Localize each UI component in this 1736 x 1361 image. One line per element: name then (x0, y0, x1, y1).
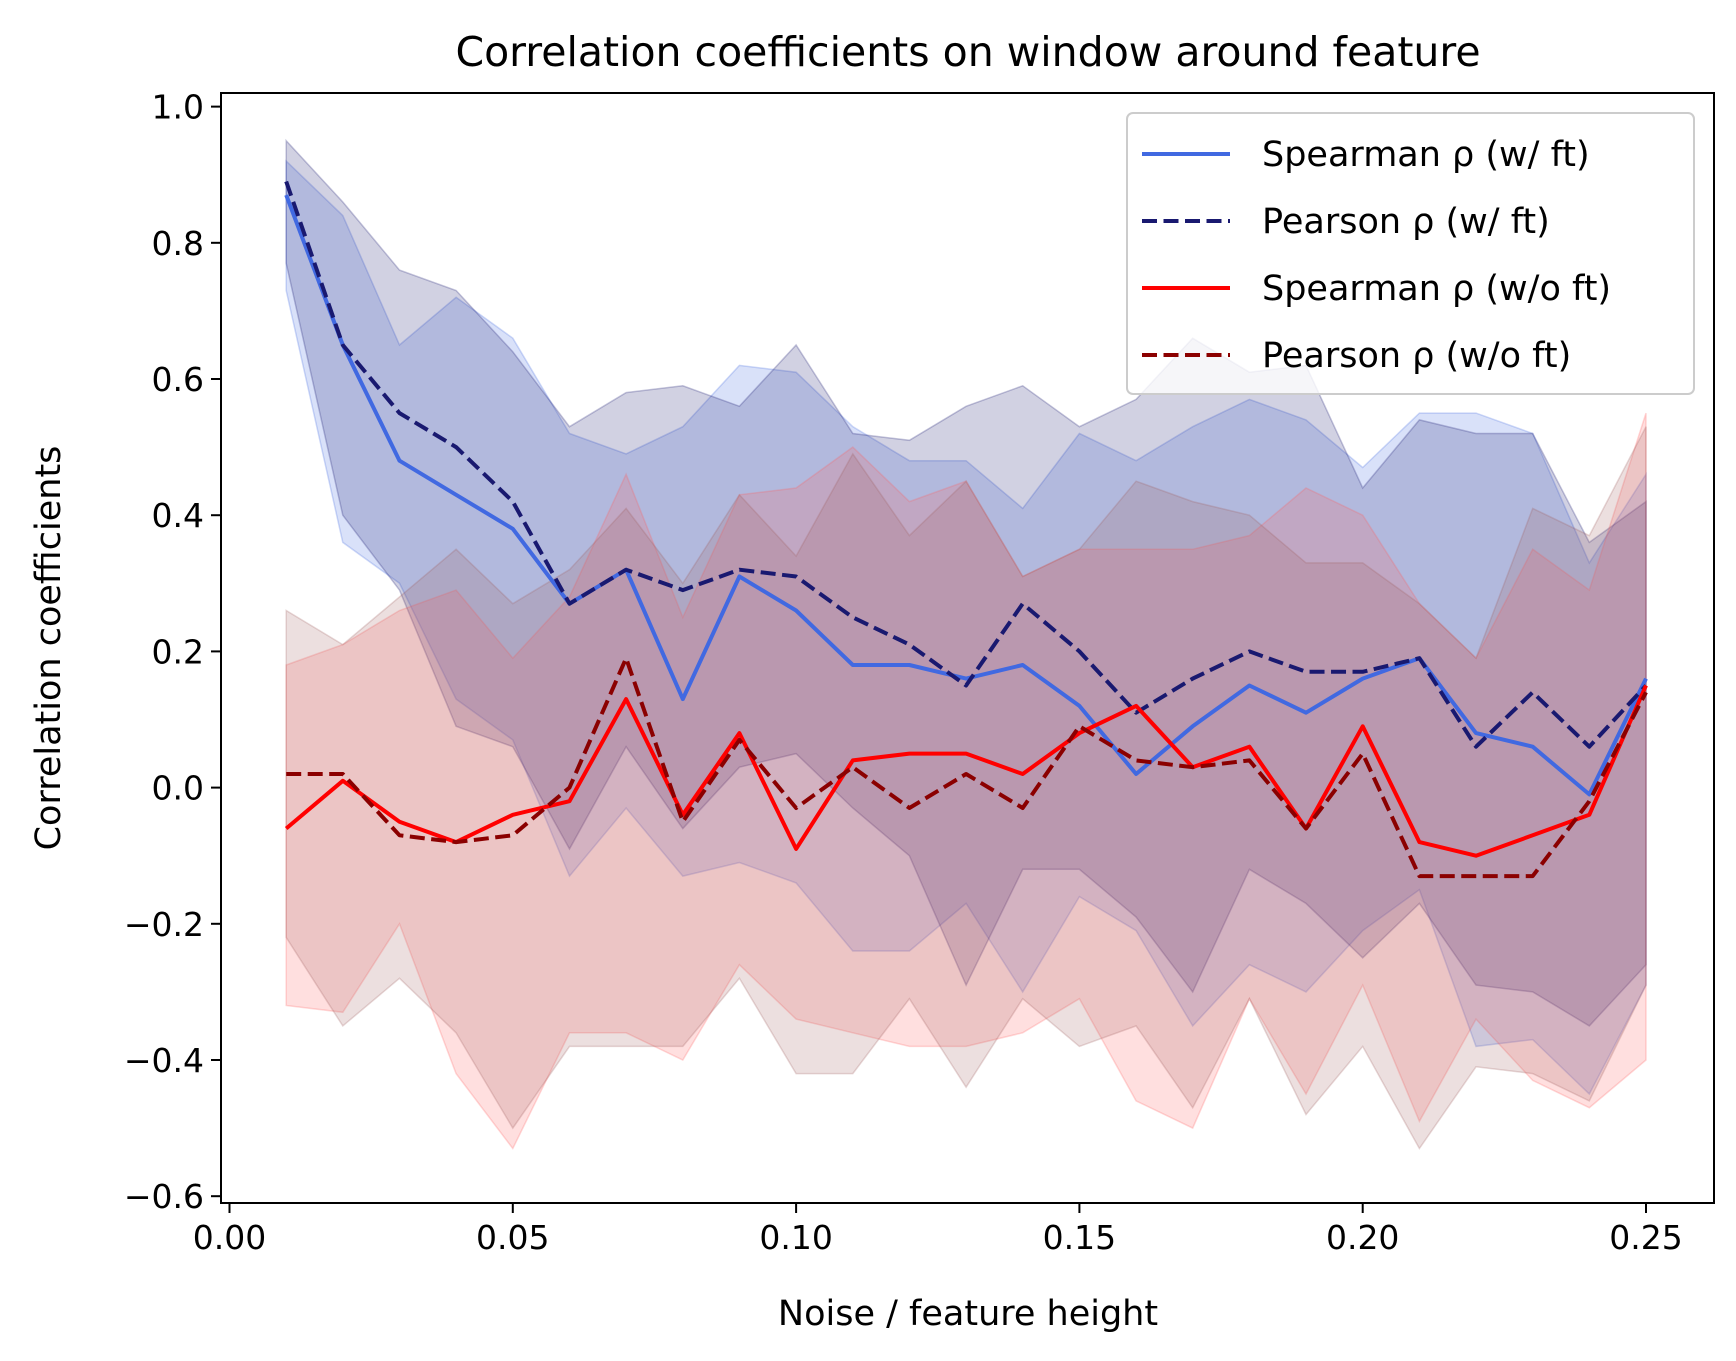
x-axis: 0.00 0.05 0.10 0.15 0.20 0.25 (193, 1203, 1683, 1257)
plot-frame (220, 92, 1715, 1204)
legend-label-spearman-w-o-ft: Spearman ρ (w/o ft) (1262, 269, 1611, 309)
x-tick-label: 0.00 (193, 1218, 266, 1257)
legend-label-pearson-w-ft: Pearson ρ (w/ ft) (1262, 202, 1550, 242)
band-spearman-w-o-ft (285, 412, 1647, 1150)
y-tick-label: 0.4 (152, 496, 204, 535)
x-tick-label: 0.20 (1326, 1218, 1399, 1257)
chart-title: Correlation coefficients on window aroun… (455, 28, 1480, 76)
legend-box (1126, 112, 1695, 395)
y-tick-label: −0.2 (124, 905, 204, 944)
confidence-bands (285, 138, 1647, 1150)
x-tick-label: 0.15 (1043, 1218, 1116, 1257)
y-tick-label: −0.6 (124, 1177, 204, 1216)
x-tick-label: 0.10 (759, 1218, 832, 1257)
x-tick-label: 0.25 (1609, 1218, 1682, 1257)
y-axis: −0.6 −0.4 −0.2 0.0 0.2 0.4 0.6 0.8 1.0 (124, 88, 221, 1216)
y-tick-label: 0.0 (152, 769, 204, 808)
y-axis-label: Correlation coefficients (29, 446, 69, 851)
legend-label-spearman-w-ft: Spearman ρ (w/ ft) (1262, 135, 1590, 175)
band-spearman-w-ft (285, 159, 1647, 1096)
legend: Spearman ρ (w/ ft) Pearson ρ (w/ ft) Spear… (1126, 112, 1695, 395)
y-tick-label: 1.0 (152, 88, 204, 127)
y-tick-label: 0.2 (152, 632, 204, 671)
line-pearson-w-ft (284, 180, 1648, 749)
series-lines (284, 180, 1648, 879)
y-tick-label: 0.8 (152, 224, 204, 263)
band-pearson-w-o-ft (285, 426, 1647, 1150)
line-pearson-w-o-ft (286, 656, 1648, 879)
y-tick-label: −0.4 (124, 1041, 204, 1080)
line-spearman-w-o-ft (284, 684, 1648, 858)
legend-entries: Spearman ρ (w/ ft) Pearson ρ (w/ ft) Spear… (1142, 135, 1611, 376)
x-tick-label: 0.05 (476, 1218, 549, 1257)
band-pearson-w-ft (285, 138, 1647, 1027)
y-tick-label: 0.6 (152, 360, 204, 399)
legend-label-pearson-w-o-ft: Pearson ρ (w/o ft) (1262, 336, 1571, 376)
x-axis-label: Noise / feature height (778, 1294, 1158, 1334)
